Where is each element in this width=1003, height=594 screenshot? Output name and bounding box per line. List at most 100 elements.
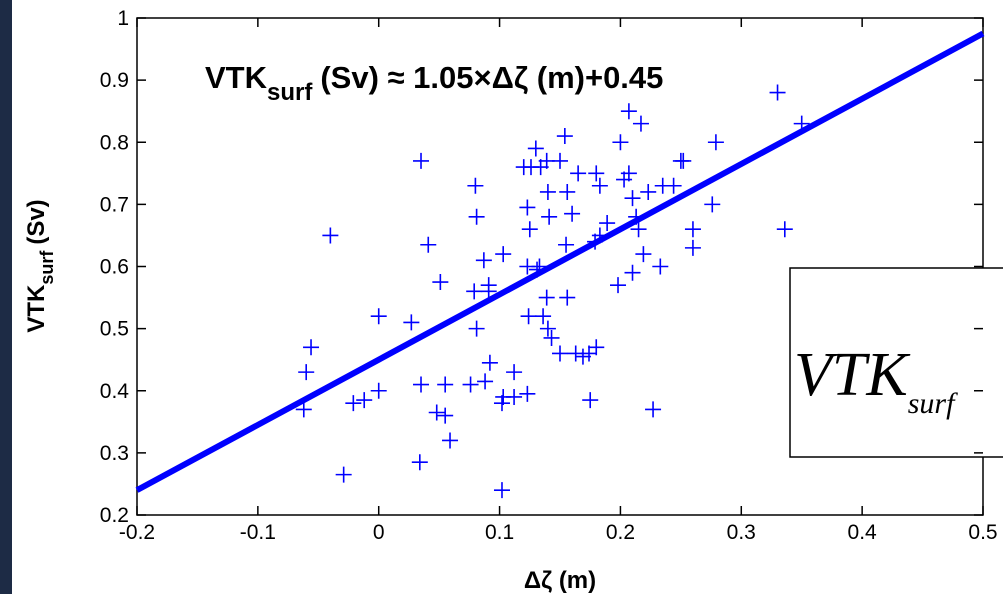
point xyxy=(599,215,616,232)
point xyxy=(413,376,430,393)
y-axis-label: VTKsurf (Sv) xyxy=(23,199,57,332)
point xyxy=(654,177,671,194)
point xyxy=(519,385,536,402)
annotation: VTKsurf xyxy=(794,341,958,420)
x-axis-label: Δζ (m) xyxy=(524,567,596,594)
point xyxy=(520,308,537,325)
point xyxy=(527,140,544,157)
point xyxy=(581,345,598,362)
point xyxy=(356,392,373,409)
point xyxy=(493,395,510,412)
x-tick-label: -0.2 xyxy=(119,521,155,544)
point xyxy=(624,264,641,281)
y-tick-label: 1 xyxy=(117,7,129,30)
point xyxy=(468,320,485,337)
y-tick-label: 0.3 xyxy=(100,442,129,465)
point xyxy=(506,364,523,381)
point xyxy=(704,196,721,213)
point xyxy=(684,221,701,238)
point xyxy=(652,258,669,275)
point xyxy=(582,392,599,409)
point xyxy=(543,329,560,346)
point xyxy=(556,128,573,145)
point xyxy=(432,274,449,291)
point xyxy=(640,183,657,200)
point xyxy=(468,208,485,225)
point xyxy=(552,345,568,362)
point xyxy=(437,376,454,393)
point xyxy=(541,208,558,225)
point xyxy=(535,308,552,325)
point xyxy=(675,152,692,169)
point xyxy=(559,183,576,200)
title-main: VTK xyxy=(205,60,268,95)
point xyxy=(539,183,556,200)
point xyxy=(495,246,512,263)
point xyxy=(559,289,576,306)
point xyxy=(437,407,454,424)
point xyxy=(515,159,532,176)
annotation-main: VTK xyxy=(794,341,911,409)
point xyxy=(413,152,430,169)
point xyxy=(570,165,587,182)
x-tick-label: -0.1 xyxy=(240,521,276,544)
point xyxy=(776,221,793,238)
point xyxy=(477,373,494,390)
point xyxy=(624,190,641,207)
point xyxy=(298,364,315,381)
point xyxy=(295,401,312,418)
point xyxy=(506,388,523,405)
point xyxy=(645,401,662,418)
point xyxy=(635,246,652,263)
point xyxy=(612,134,629,151)
point xyxy=(620,103,637,120)
point xyxy=(539,320,556,337)
y-tick-label: 0.6 xyxy=(100,256,129,279)
title-rest: (Sv) ≈ 1.05×Δζ (m)+0.45 xyxy=(320,60,663,95)
point xyxy=(411,454,428,471)
point xyxy=(616,171,633,188)
chart-title: VTKsurf (Sv) ≈ 1.05×Δζ (m)+0.45 xyxy=(205,60,663,106)
y-tick-label: 0.7 xyxy=(100,193,129,216)
annotation-box xyxy=(789,267,1003,458)
title-sub: surf xyxy=(267,79,313,106)
x-tick-label: 0.2 xyxy=(606,521,635,544)
point xyxy=(481,354,498,371)
point xyxy=(588,339,605,356)
y-label-sub: surf xyxy=(37,250,57,285)
point xyxy=(632,115,649,132)
point xyxy=(630,221,647,238)
point xyxy=(493,482,510,499)
y-tick-label: 0.4 xyxy=(100,380,130,403)
point xyxy=(462,376,479,393)
point xyxy=(322,227,339,244)
x-tick-label: 0.5 xyxy=(968,521,997,544)
y-tick-label: 0.2 xyxy=(100,504,129,527)
y-label-rest: (Sv) xyxy=(23,199,50,244)
x-tick-label: 0 xyxy=(373,521,385,544)
point xyxy=(684,239,701,256)
point xyxy=(610,277,627,294)
y-tick-label: 0.9 xyxy=(100,69,129,92)
point xyxy=(335,466,352,483)
point xyxy=(370,382,387,399)
point xyxy=(769,84,786,101)
point xyxy=(588,165,605,182)
y-tick-label: 0.5 xyxy=(100,318,129,341)
side-strip xyxy=(0,0,12,594)
marks xyxy=(135,30,985,499)
point xyxy=(370,308,387,325)
point xyxy=(558,236,575,253)
x-tick-label: 0.1 xyxy=(485,521,514,544)
point xyxy=(303,339,320,356)
point xyxy=(467,177,484,194)
x-tick-label: 0.3 xyxy=(727,521,756,544)
point xyxy=(519,199,536,216)
point xyxy=(442,432,459,449)
point xyxy=(591,177,608,194)
fit-line xyxy=(135,30,985,493)
point xyxy=(345,395,362,412)
point xyxy=(403,314,420,331)
